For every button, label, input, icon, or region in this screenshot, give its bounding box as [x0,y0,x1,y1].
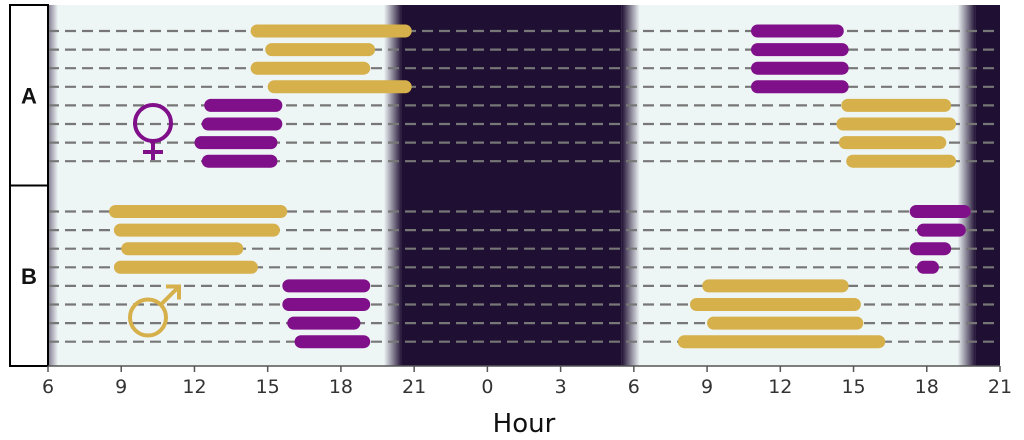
dusk-transition-1 [957,5,976,366]
activity-bar-gold-panel-B-row-1 [113,223,280,237]
night-period-0 [401,5,622,366]
activity-bar-purple-panel-A-row-1 [751,43,849,57]
x-tick-label-1: 9 [115,376,127,398]
activity-bar-gold-panel-B-row-4 [702,279,849,293]
activity-bar-gold-panel-A-row-1 [265,43,376,57]
male-symbol-shaft [159,285,181,306]
activity-bar-gold-panel-B-row-2 [121,242,244,256]
left-edge-shade [48,5,58,366]
x-tick-label-3: 15 [256,376,280,398]
x-tick-label-12: 18 [915,376,939,398]
activity-bars [109,24,971,349]
activity-bar-purple-panel-B-row-2 [909,242,952,256]
activity-bar-gold-panel-A-row-7 [846,154,957,168]
dusk-transition-0 [383,5,402,366]
night-period-1 [975,5,1000,366]
activity-bar-gold-panel-A-row-4 [841,98,952,112]
x-tick-label-0: 6 [42,376,54,398]
dawn-transition-0 [621,5,640,366]
panel-label-B: B [21,264,37,289]
male-symbol-ring [128,297,168,338]
activity-bar-gold-panel-B-row-5 [689,298,861,311]
male-symbol-icon [128,284,181,338]
activity-bar-purple-panel-B-row-3 [917,260,939,274]
activity-bar-gold-panel-B-row-6 [707,316,864,330]
x-tick-label-5: 21 [402,376,426,398]
x-tick-label-10: 12 [768,376,792,398]
panel-labels: AB [21,83,37,289]
activity-bar-purple-panel-A-row-6 [194,136,278,150]
activity-bar-gold-panel-A-row-2 [250,61,371,75]
x-tick-label-6: 0 [481,376,493,398]
activity-bar-gold-panel-A-row-6 [838,136,947,150]
activity-bar-purple-panel-A-row-7 [201,154,278,168]
activity-bar-gold-panel-A-row-5 [836,117,957,131]
activity-bar-purple-panel-A-row-4 [204,98,283,112]
activity-bar-gold-panel-A-row-0 [250,24,412,38]
x-tick-label-9: 9 [701,376,713,398]
panel-label-A: A [21,83,37,108]
x-tick-label-11: 15 [841,376,865,398]
activity-bar-purple-panel-B-row-6 [287,316,361,330]
x-tick-label-2: 12 [182,376,206,398]
plot-frame [9,4,1000,367]
day-night-background [48,5,1000,366]
x-tick-label-8: 6 [628,376,640,398]
activity-bar-gold-panel-A-row-3 [267,80,412,94]
activity-bar-purple-panel-B-row-0 [909,205,971,218]
x-axis-title: Hour [493,409,556,439]
activity-bar-purple-panel-B-row-7 [294,335,371,349]
sex-symbols [128,103,181,338]
x-axis: 6 9 12 15 18 21 0 3 6 9 12 15 18 21 [42,366,1012,398]
x-tick-label-4: 18 [329,376,353,398]
activity-bar-purple-panel-B-row-4 [282,279,371,293]
activity-bar-gold-panel-B-row-3 [113,260,258,274]
male-symbol-arrowhead [166,284,181,300]
activity-bar-purple-panel-A-row-5 [201,117,283,131]
activity-bar-purple-panel-A-row-2 [751,61,849,75]
female-symbol-icon [133,103,173,160]
x-tick-label-13: 21 [988,376,1012,398]
activity-bar-purple-panel-B-row-5 [282,298,371,311]
activity-bar-purple-panel-B-row-1 [917,223,966,237]
activity-bar-gold-panel-B-row-7 [677,335,886,349]
activity-bar-purple-panel-A-row-3 [751,80,849,94]
activity-bar-gold-panel-B-row-0 [109,205,288,218]
activity-bar-purple-panel-A-row-0 [751,24,844,38]
x-tick-label-7: 3 [555,376,567,398]
